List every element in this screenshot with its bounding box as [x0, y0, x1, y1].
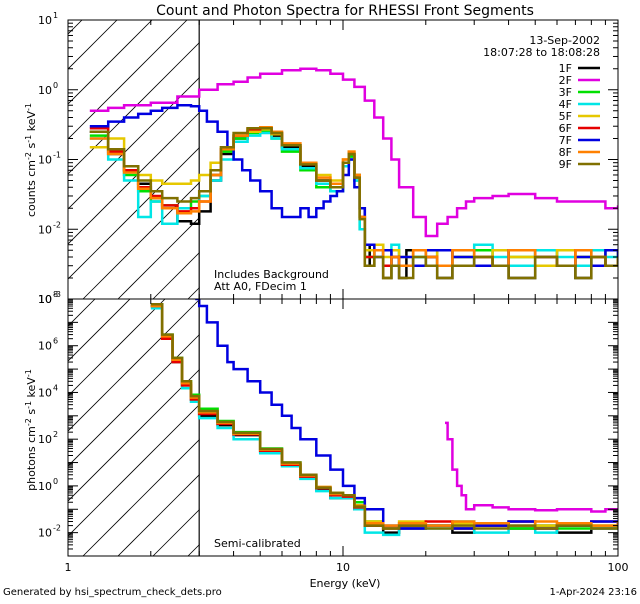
- series-9F-photons: [150, 302, 618, 530]
- y-tick-label: 10: [38, 480, 52, 493]
- y-tick-label: 10: [38, 154, 52, 167]
- hatch-line: [68, 299, 166, 397]
- photon-spectra-lines: [150, 299, 618, 537]
- axis-ticks: [67, 20, 618, 557]
- y-tick-exponent: -3: [53, 290, 61, 299]
- hatch-line: [68, 299, 201, 432]
- y-tick-exponent: -2: [53, 524, 61, 533]
- y-tick-exponent: -2: [53, 220, 61, 229]
- series-2F-photons: [445, 421, 618, 513]
- y-tick-exponent: 6: [53, 337, 58, 346]
- legend-label-1F: 1F: [559, 62, 572, 75]
- y-tick-label: 10: [38, 527, 52, 540]
- excluded-region-hatch-bottom: [68, 299, 618, 556]
- legend-label-8F: 8F: [559, 146, 572, 159]
- hatch-line: [68, 20, 118, 70]
- legend-label-3F: 3F: [559, 86, 572, 99]
- y-tick-label: 10: [38, 223, 52, 236]
- hatch-line: [68, 299, 236, 467]
- hatch-line: [68, 20, 188, 140]
- photons-y-axis-label: photons cm-2 s-1 keV-1: [24, 369, 39, 491]
- y-tick-label: 10: [38, 14, 52, 27]
- y-tick-exponent: 2: [53, 430, 58, 439]
- y-tick-exponent: 4: [53, 383, 58, 392]
- y-tick-exponent: 1: [53, 11, 58, 20]
- y-tick-exponent: -1: [53, 151, 61, 160]
- x-tick-label: 1: [65, 561, 72, 574]
- x-tick-label: 100: [608, 561, 629, 574]
- hatch-line: [68, 20, 153, 105]
- y-tick-label: 10: [38, 433, 52, 446]
- legend-label-2F: 2F: [559, 74, 572, 87]
- y-tick-label: 10: [38, 84, 52, 97]
- legend-label-6F: 6F: [559, 122, 572, 135]
- x-axis-label: Energy (keV): [310, 577, 381, 590]
- footer-timestamp: 1-Apr-2024 23:16: [550, 587, 637, 598]
- y-tick-label: 10: [38, 293, 52, 306]
- y-tick-label: 10: [38, 293, 52, 306]
- series-2F-counts: [89, 67, 618, 238]
- y-tick-label: 10: [38, 386, 52, 399]
- y-tick-label: 10: [38, 340, 52, 353]
- legend-label-7F: 7F: [559, 134, 572, 147]
- x-tick-label: 10: [336, 561, 350, 574]
- chart-title: Count and Photon Spectra for RHESSI Fron…: [156, 3, 534, 19]
- hatch-line: [68, 299, 131, 362]
- hatch-mask: [199, 299, 618, 556]
- counts-y-axis-label: counts cm-2 s-1 keV-1: [24, 103, 39, 217]
- includes-background-annotation: Includes Background: [214, 268, 329, 281]
- date-label: 13-Sep-2002: [529, 34, 600, 47]
- legend-label-5F: 5F: [559, 110, 572, 123]
- y-tick-exponent: 8: [53, 290, 58, 299]
- attenuator-annotation: Att A0, FDecim 1: [214, 280, 307, 293]
- semi-calibrated-annotation: Semi-calibrated: [214, 537, 301, 550]
- time-range-label: 18:07:28 to 18:08:28: [483, 46, 600, 59]
- hatch-mask: [199, 20, 618, 299]
- y-tick-exponent: 0: [53, 477, 58, 486]
- hatch-line: [68, 20, 223, 175]
- legend-label-4F: 4F: [559, 98, 572, 111]
- legend-label-9F: 9F: [559, 158, 572, 171]
- footer-generated-by: Generated by hsi_spectrum_check_dets.pro: [3, 587, 222, 598]
- count-spectra-lines: [89, 67, 618, 280]
- y-tick-exponent: 0: [53, 81, 58, 90]
- series-9F-counts: [89, 127, 618, 280]
